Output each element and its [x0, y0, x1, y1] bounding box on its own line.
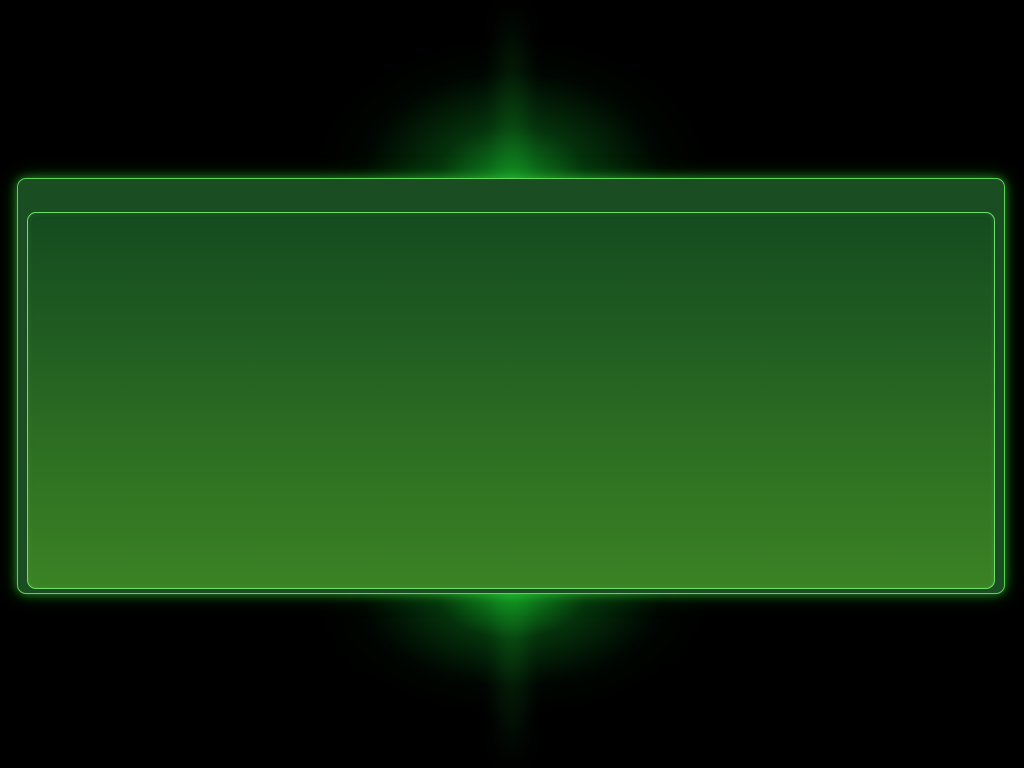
window-header [18, 179, 1004, 212]
window-frame [17, 178, 1005, 594]
content-panel [27, 212, 995, 589]
